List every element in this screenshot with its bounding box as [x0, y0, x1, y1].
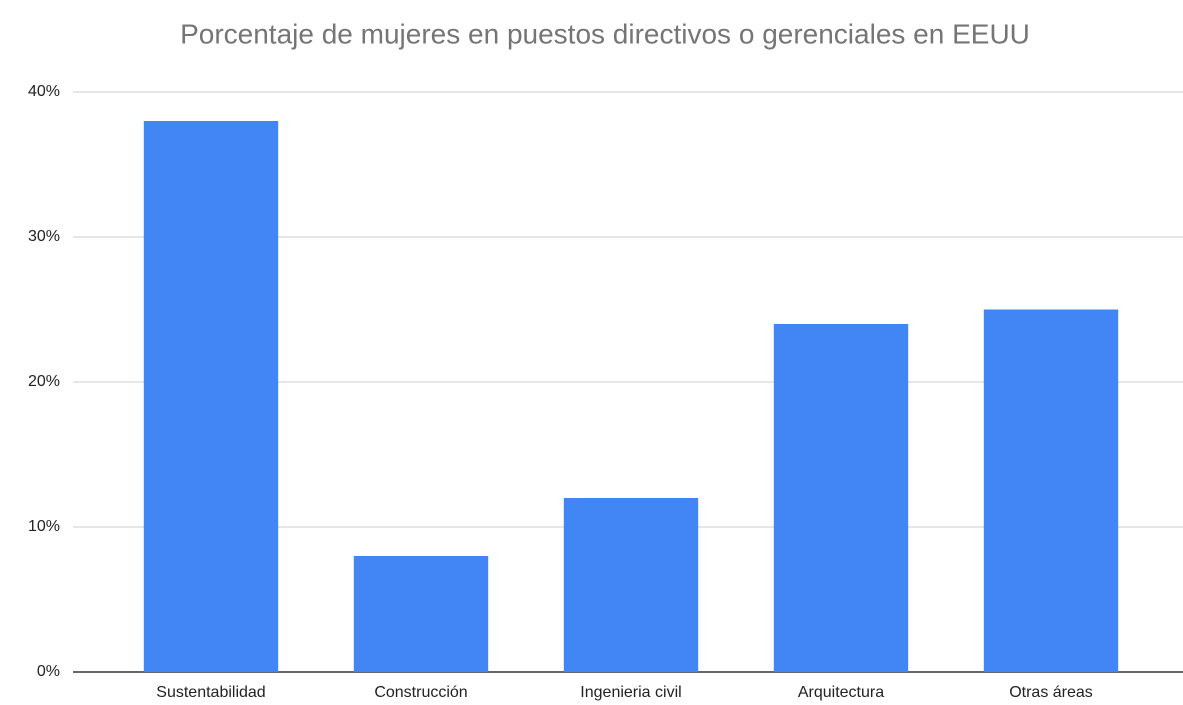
y-tick-label: 10% — [28, 518, 60, 535]
y-tick-label: 0% — [37, 663, 60, 680]
bar — [983, 309, 1119, 672]
x-tick-label: Sustentabilidad — [156, 684, 265, 701]
y-tick-label: 30% — [28, 228, 60, 245]
y-tick-label: 40% — [28, 83, 60, 100]
chart-title: Porcentaje de mujeres en puestos directi… — [180, 18, 1030, 49]
y-tick-label: 20% — [28, 373, 60, 390]
x-tick-label: Otras áreas — [1009, 684, 1093, 701]
x-tick-label: Ingenieria civil — [580, 684, 681, 701]
x-tick-label: Arquitectura — [798, 684, 884, 701]
bar — [143, 121, 279, 672]
bar — [353, 556, 489, 672]
bar — [563, 498, 699, 672]
bar — [773, 324, 909, 672]
x-tick-label: Construcción — [374, 684, 467, 701]
